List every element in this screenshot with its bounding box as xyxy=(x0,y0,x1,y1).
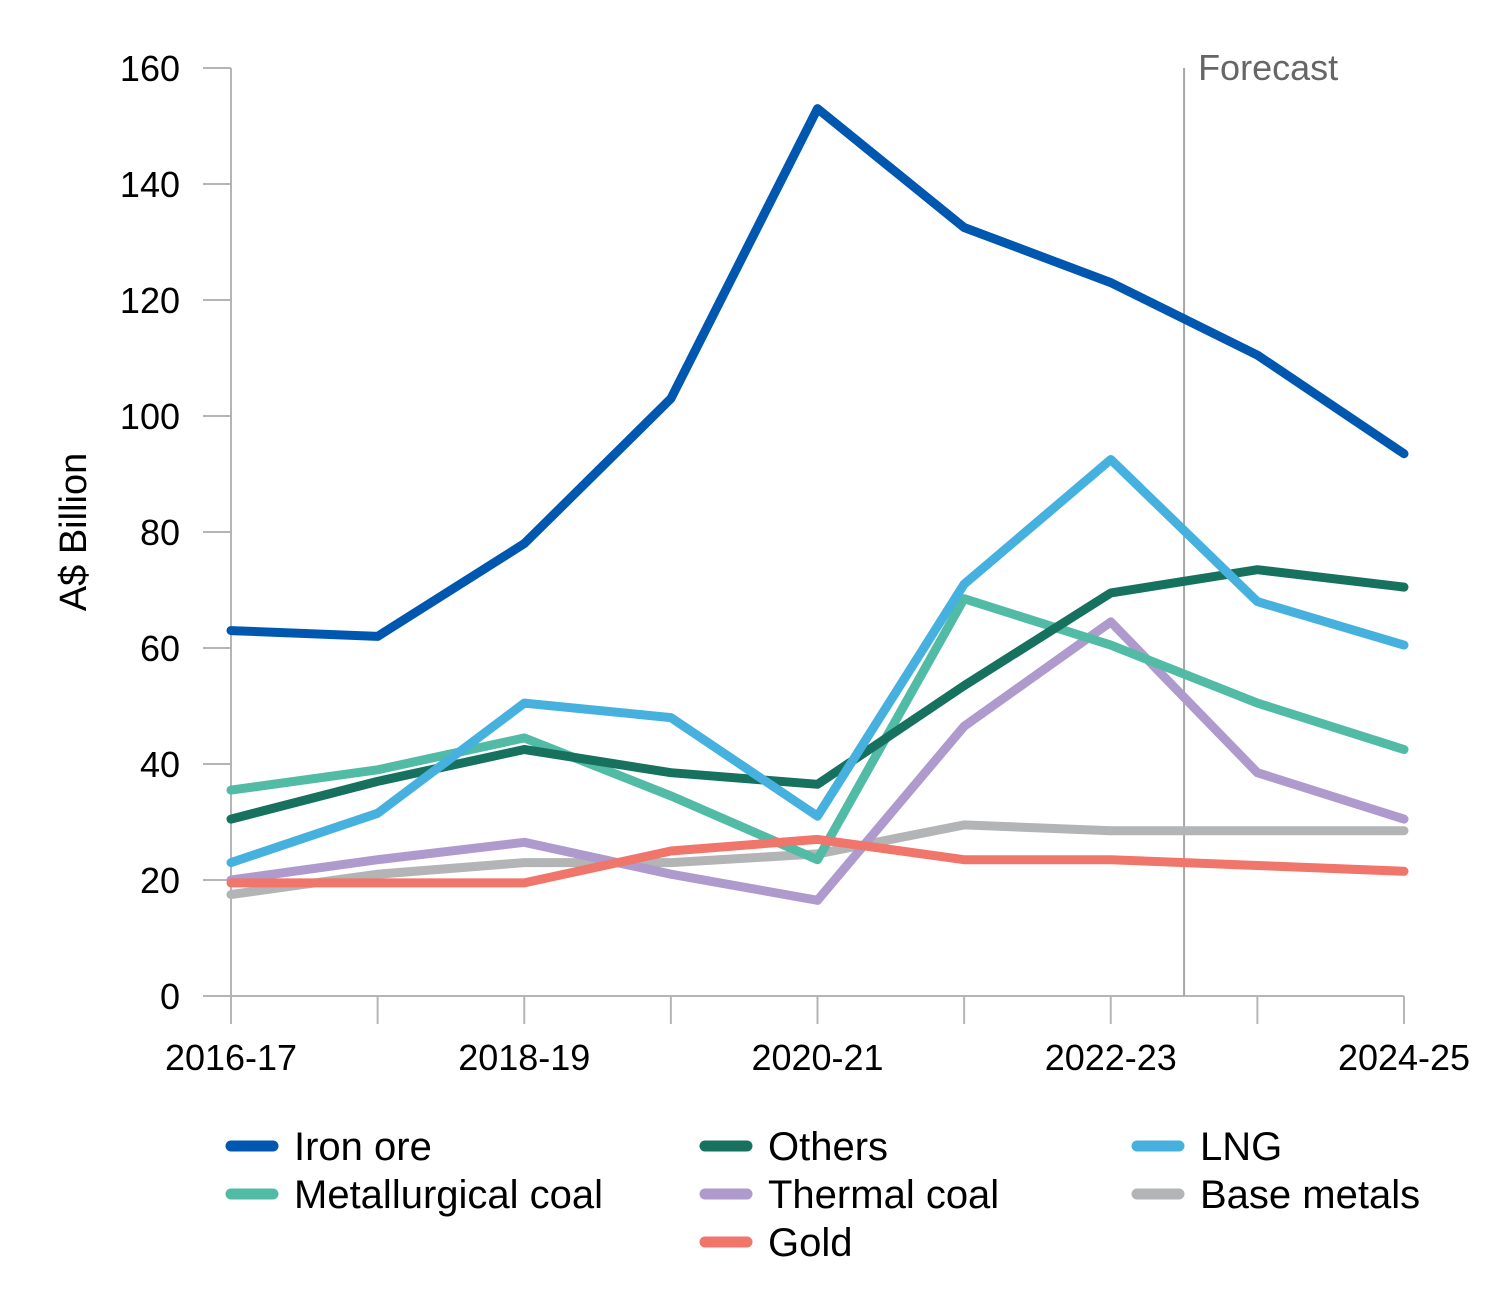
legend-item-thermal-coal: Thermal coal xyxy=(699,1173,999,1217)
y-tick-label: 0 xyxy=(160,976,180,1017)
x-tick-label: 2024-25 xyxy=(1338,1037,1470,1078)
y-tick-label: 40 xyxy=(140,744,180,785)
legend-label: LNG xyxy=(1200,1125,1282,1169)
series-lines xyxy=(226,104,1409,905)
legend-item-gold: Gold xyxy=(699,1221,853,1265)
legend: Iron ore Others LNG Metallurgical coal Therm… xyxy=(225,1125,1420,1265)
legend-item-iron-ore: Iron ore xyxy=(225,1125,432,1169)
series-line-gold xyxy=(226,834,1409,888)
y-axis-title: A$ Billion xyxy=(53,453,95,611)
series-line-iron-ore xyxy=(226,104,1409,641)
axes: 0 20 40 60 80 100 120 140 160 2016-17 2018-19 2020-… xyxy=(53,48,1470,1078)
x-tick-label: 2022-23 xyxy=(1045,1037,1177,1078)
y-tick-label: 140 xyxy=(120,164,180,205)
x-tick-label: 2018-19 xyxy=(458,1037,590,1078)
series-line-metallurgical-coal xyxy=(226,594,1409,865)
y-tick-label: 80 xyxy=(140,512,180,553)
legend-label: Base metals xyxy=(1200,1173,1420,1217)
y-tick-label: 100 xyxy=(120,396,180,437)
legend-label: Gold xyxy=(768,1221,853,1265)
x-tick-label: 2020-21 xyxy=(751,1037,883,1078)
legend-label: Others xyxy=(768,1125,888,1169)
series-line-others xyxy=(226,565,1409,824)
legend-item-lng: LNG xyxy=(1131,1125,1282,1169)
forecast-group: Forecast xyxy=(1183,47,1338,996)
forecast-label: Forecast xyxy=(1198,47,1338,88)
x-tick-label: 2016-17 xyxy=(165,1037,297,1078)
legend-item-base-metals: Base metals xyxy=(1131,1173,1420,1217)
series-line-thermal-coal xyxy=(226,617,1409,905)
legend-label: Metallurgical coal xyxy=(294,1173,603,1217)
y-tick-label: 60 xyxy=(140,628,180,669)
y-tick-label: 120 xyxy=(120,280,180,321)
y-tick-label: 20 xyxy=(140,860,180,901)
legend-label: Thermal coal xyxy=(768,1173,999,1217)
series-line-lng xyxy=(226,455,1409,868)
legend-item-others: Others xyxy=(699,1125,888,1169)
legend-item-metallurgical-coal: Metallurgical coal xyxy=(225,1173,603,1217)
legend-label: Iron ore xyxy=(294,1125,432,1169)
y-tick-label: 160 xyxy=(120,48,180,89)
